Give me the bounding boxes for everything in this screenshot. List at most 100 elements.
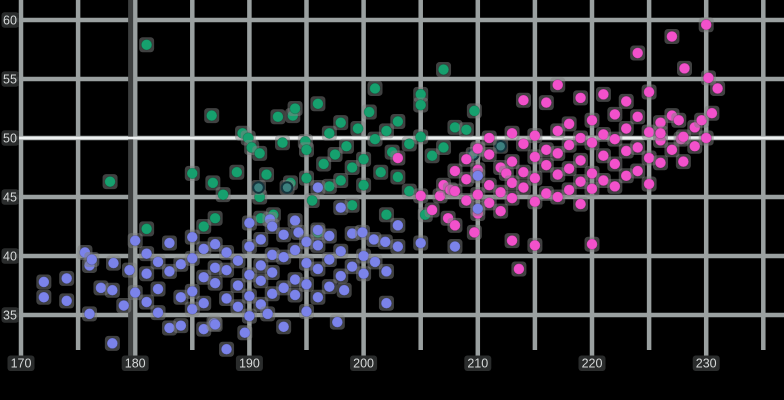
data-point-adelie-blue[interactable] [60, 272, 73, 285]
data-point-adelie-blue[interactable] [312, 291, 324, 304]
data-point-chinstrap-green[interactable] [392, 171, 404, 183]
data-point-adelie-blue[interactable] [175, 319, 187, 332]
data-point-gentoo-pink[interactable] [673, 114, 685, 127]
data-point-chinstrap-green[interactable] [357, 179, 370, 191]
data-point-adelie-blue[interactable] [357, 268, 370, 280]
data-point-gentoo-pink[interactable] [609, 180, 621, 193]
data-point-gentoo-pink[interactable] [643, 86, 655, 98]
data-point-chinstrap-green[interactable] [140, 39, 153, 51]
data-point-gentoo-pink[interactable] [529, 239, 541, 252]
data-point-adelie-blue[interactable] [392, 240, 404, 253]
data-point-adelie-blue[interactable] [312, 239, 324, 252]
data-point-gentoo-pink[interactable] [529, 129, 541, 142]
data-point-gentoo-pink[interactable] [552, 79, 564, 91]
data-point-chinstrap-green[interactable] [392, 115, 404, 128]
data-point-gentoo-pink[interactable] [597, 88, 610, 101]
data-point-adelie-blue[interactable] [255, 233, 267, 246]
data-point-gentoo-pink[interactable] [597, 128, 610, 141]
data-point-chinstrap-green[interactable] [300, 144, 313, 156]
data-point-gentoo-pink[interactable] [677, 155, 690, 168]
data-point-chinstrap-green[interactable] [198, 220, 210, 233]
data-point-chinstrap-green[interactable] [206, 109, 218, 122]
data-point-adelie-blue[interactable] [220, 292, 233, 305]
data-point-gentoo-pink[interactable] [643, 152, 655, 164]
data-point-gentoo-pink[interactable] [415, 190, 427, 202]
data-point-adelie-blue[interactable] [220, 264, 233, 276]
data-point-adelie-blue[interactable] [266, 266, 278, 279]
data-point-gentoo-pink[interactable] [609, 158, 621, 170]
data-point-gentoo-pink[interactable] [540, 187, 553, 200]
data-point-adelie-blue[interactable] [335, 270, 347, 282]
data-point-chinstrap-green[interactable] [415, 99, 427, 111]
data-point-chinstrap-green[interactable] [289, 102, 301, 115]
data-point-gentoo-pink[interactable] [586, 167, 598, 180]
data-point-adelie-blue[interactable] [209, 277, 221, 289]
data-point-adelie-blue[interactable] [232, 301, 244, 313]
data-point-gentoo-pink[interactable] [494, 186, 507, 198]
data-point-adelie-blue[interactable] [107, 257, 120, 269]
data-point-gentoo-pink[interactable] [552, 147, 564, 160]
data-point-adelie-blue[interactable] [118, 299, 130, 312]
data-point-adelie-blue[interactable] [415, 237, 427, 249]
data-point-chinstrap-green[interactable] [375, 166, 387, 178]
data-point-adelie-blue[interactable] [323, 253, 336, 266]
data-point-gentoo-pink[interactable] [468, 226, 481, 239]
data-point-chinstrap-green[interactable] [380, 208, 393, 221]
data-point-adelie-blue[interactable] [163, 237, 176, 249]
data-point-gentoo-pink[interactable] [563, 162, 575, 175]
data-point-gentoo-pink[interactable] [472, 142, 484, 155]
data-point-adelie-blue[interactable] [220, 246, 233, 259]
data-point-adelie-blue[interactable] [346, 260, 358, 273]
data-point-adelie-blue[interactable] [140, 247, 153, 260]
data-point-gentoo-pink[interactable] [483, 148, 495, 161]
data-point-gentoo-pink[interactable] [706, 107, 718, 119]
data-point-chinstrap-green[interactable] [346, 199, 358, 211]
data-point-gentoo-pink[interactable] [513, 263, 525, 275]
data-point-gentoo-pink[interactable] [506, 127, 518, 139]
data-point-gentoo-pink[interactable] [426, 204, 438, 216]
data-point-gentoo-pink[interactable] [517, 166, 530, 178]
data-point-gentoo-pink[interactable] [678, 62, 691, 75]
data-point-gentoo-pink[interactable] [460, 194, 473, 207]
data-point-gentoo-pink[interactable] [494, 205, 507, 217]
data-point-adelie-blue[interactable] [140, 268, 153, 280]
data-point-chinstrap-green[interactable] [352, 122, 364, 135]
data-point-gentoo-pink[interactable] [700, 19, 712, 31]
data-point-gentoo-pink[interactable] [711, 82, 724, 95]
data-point-adelie-blue[interactable] [300, 257, 313, 269]
data-point-gentoo-pink[interactable] [574, 154, 587, 167]
data-point-adelie-blue[interactable] [277, 282, 290, 294]
data-point-gentoo-pink[interactable] [631, 111, 644, 123]
data-point-gentoo-pink[interactable] [506, 155, 518, 168]
data-point-chinstrap-green[interactable] [272, 111, 284, 123]
data-point-chinstrap-green[interactable] [380, 125, 393, 137]
data-point-adelie-blue[interactable] [338, 284, 350, 296]
data-point-chinstrap-green[interactable] [468, 105, 481, 117]
data-point-gentoo-pink[interactable] [609, 133, 621, 145]
data-point-gentoo-pink[interactable] [620, 145, 632, 157]
data-point-gentoo-pink[interactable] [643, 178, 655, 190]
data-point-chinstrap-green[interactable] [415, 131, 427, 143]
data-point-gentoo-pink[interactable] [392, 152, 404, 164]
data-point-chinstrap-green[interactable] [209, 212, 221, 224]
data-point-chinstrap-green[interactable] [369, 133, 381, 145]
data-point-adelie-blue[interactable] [152, 306, 164, 319]
data-point-adelie-blue[interactable] [220, 343, 233, 355]
data-point-adelie-blue[interactable] [472, 170, 484, 182]
data-point-adelie-blue[interactable] [472, 203, 484, 215]
data-point-gentoo-pink[interactable] [586, 238, 598, 250]
data-point-adelie-blue[interactable] [300, 278, 313, 291]
data-point-adelie-blue[interactable] [289, 273, 301, 286]
data-point-adelie-blue[interactable] [106, 337, 119, 350]
data-point-adelie-blue[interactable] [449, 240, 461, 253]
data-point-gentoo-pink[interactable] [586, 114, 598, 127]
data-point-adelie-blue[interactable] [140, 296, 153, 308]
data-point-gentoo-pink[interactable] [631, 165, 644, 177]
data-point-adelie-blue[interactable] [323, 230, 336, 242]
data-point-gentoo-pink[interactable] [506, 234, 518, 247]
data-point-adelie-blue[interactable] [243, 217, 256, 229]
data-point-gentoo-pink[interactable] [517, 94, 530, 106]
data-point-chinstrap-green[interactable] [317, 158, 330, 170]
data-point-chinstrap-green[interactable] [363, 106, 376, 118]
data-point-adelie-blue[interactable] [243, 240, 256, 253]
